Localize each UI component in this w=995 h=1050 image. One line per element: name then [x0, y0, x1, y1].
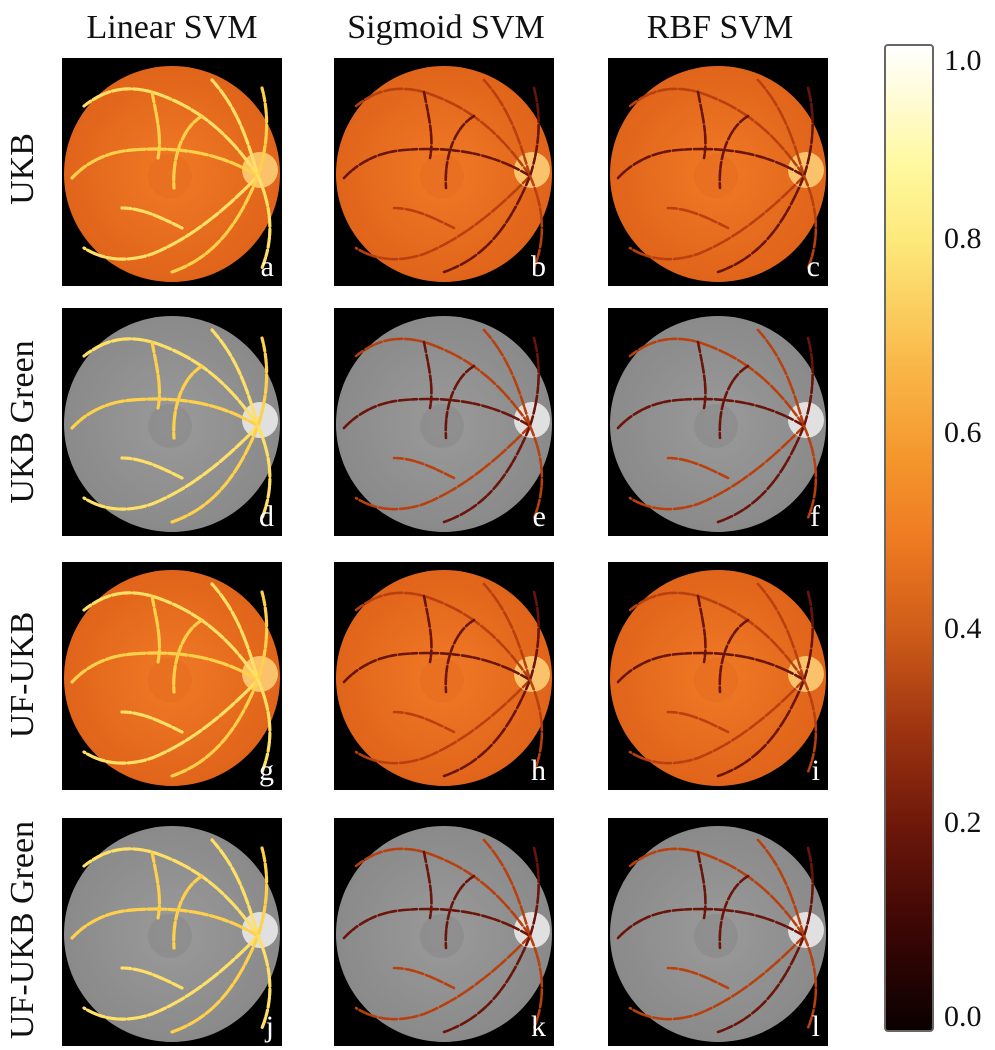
- colorbar-tick-0-0: 0.0: [944, 1000, 982, 1033]
- fundus-image: [610, 570, 826, 786]
- fundus-panel: h: [334, 562, 554, 790]
- fundus-panel: b: [334, 58, 554, 286]
- colorbar: [884, 44, 934, 1032]
- column-title-sigmoid-svm: Sigmoid SVM: [347, 9, 545, 46]
- column-title-rbf-svm: RBF SVM: [646, 9, 794, 46]
- fundus-panel: c: [608, 58, 828, 286]
- fundus-image: [64, 316, 280, 532]
- fundus-image: [336, 316, 552, 532]
- fundus-panel: l: [608, 818, 828, 1046]
- fundus-panel: j: [62, 818, 282, 1046]
- colorbar-tick-0-2: 0.2: [944, 806, 982, 839]
- fundus-image: [610, 66, 826, 282]
- panel-letter: f: [810, 500, 820, 533]
- fundus-image: [64, 826, 280, 1042]
- colorbar-tick-1-0: 1.0: [944, 44, 982, 77]
- row-label-uf-ukb-green: UF-UKB Green: [4, 820, 41, 1040]
- panel-letter: g: [259, 754, 274, 787]
- panel-letter: b: [531, 250, 546, 283]
- fundus-panel: d: [62, 308, 282, 536]
- colorbar-tick-0-4: 0.4: [944, 612, 982, 645]
- panel-letter: k: [531, 1010, 546, 1043]
- fundus-panel: i: [608, 562, 828, 790]
- row-label-ukb-green: UKB Green: [4, 340, 41, 504]
- fundus-image: [336, 826, 552, 1042]
- panel-letter: h: [531, 754, 546, 787]
- fundus-image: [336, 66, 552, 282]
- panel-letter: d: [259, 500, 274, 533]
- row-label-uf-ukb: UF-UKB: [4, 611, 41, 739]
- fundus-image: [610, 826, 826, 1042]
- panel-letter: e: [532, 500, 546, 533]
- fundus-panel: k: [334, 818, 554, 1046]
- fundus-image: [64, 66, 280, 282]
- fundus-panel: g: [62, 562, 282, 790]
- colorbar-tick-0-6: 0.6: [944, 416, 982, 449]
- row-label-ukb: UKB: [4, 133, 41, 205]
- fundus-image: [336, 570, 552, 786]
- fundus-panel: e: [334, 308, 554, 536]
- panel-letter: i: [811, 754, 820, 787]
- fundus-panel: f: [608, 308, 828, 536]
- column-title-linear-svm: Linear SVM: [86, 9, 258, 46]
- colorbar-tick-0-8: 0.8: [944, 222, 982, 255]
- panel-letter: l: [811, 1010, 820, 1043]
- panel-letter: c: [806, 250, 820, 283]
- fundus-image: [64, 570, 280, 786]
- fundus-panel: a: [62, 58, 282, 286]
- fundus-image: [610, 316, 826, 532]
- panel-letter: j: [265, 1010, 274, 1043]
- panel-letter: a: [260, 250, 274, 283]
